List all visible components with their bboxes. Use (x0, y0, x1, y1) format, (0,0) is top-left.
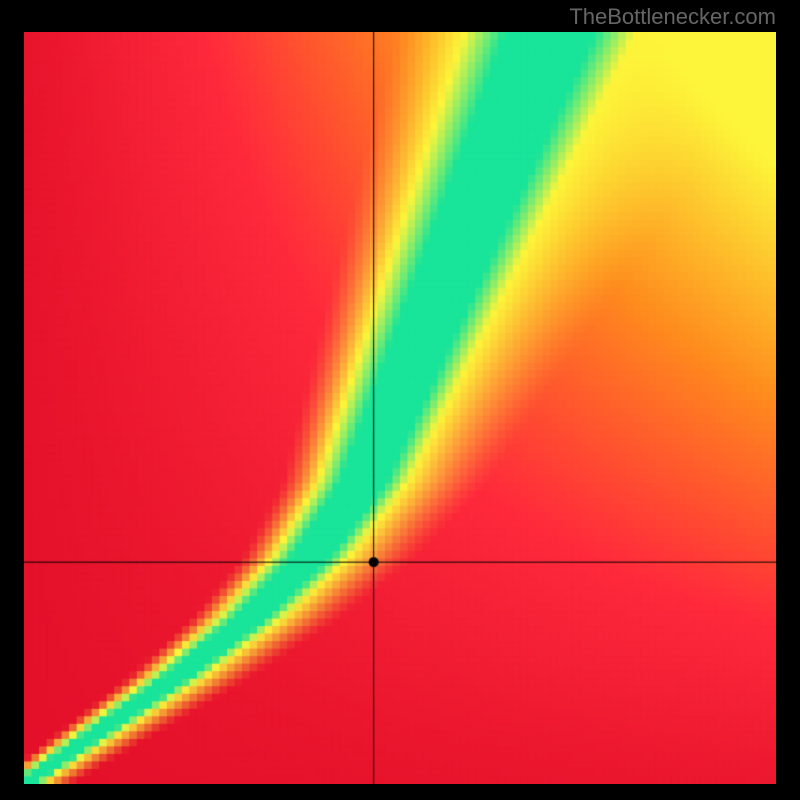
watermark-text: TheBottlenecker.com (569, 4, 776, 30)
bottleneck-heatmap (24, 32, 776, 784)
